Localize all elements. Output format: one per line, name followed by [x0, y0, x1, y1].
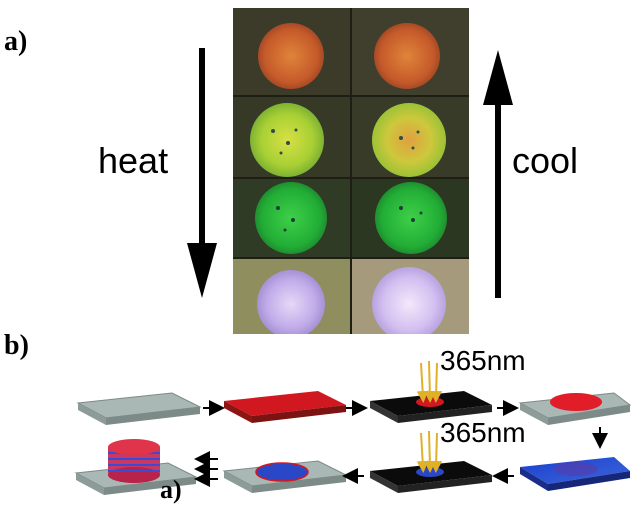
cool-label: cool [512, 140, 579, 181]
uv-light-arrows-top [416, 360, 443, 403]
substrate-red-pattern [518, 392, 632, 425]
stacked-discs [74, 439, 198, 495]
substrate-blue-film [520, 457, 630, 491]
yellow-green-spot-left [250, 103, 324, 177]
panel-a-label: a) [4, 26, 28, 57]
orange-spot-right [374, 23, 440, 89]
heat-label: heat [98, 140, 169, 181]
substrate-red-film [224, 391, 346, 423]
overlap-a-label: a) [160, 475, 182, 504]
substrate-black-film-exposed-2 [370, 461, 492, 493]
violet-spot-left [257, 270, 325, 334]
green-spot-right [375, 182, 447, 254]
cool-arrow-icon [483, 50, 513, 298]
yellow-green-spot-right [372, 103, 446, 177]
substrate-bare [76, 392, 202, 425]
substrate-blue-pattern [222, 460, 348, 493]
wavelength-label-bottom: 365nm [440, 417, 526, 448]
violet-spot-right [372, 267, 446, 334]
sample-photo-grid [233, 8, 469, 334]
uv-light-arrows-bottom [416, 430, 443, 473]
panel-b-label: b) [4, 330, 29, 361]
orange-spot-left [258, 23, 324, 89]
process-schematic [74, 360, 632, 495]
green-spot-left [255, 182, 327, 254]
triple-arrows-left [194, 451, 218, 487]
wavelength-label-top: 365nm [440, 345, 526, 376]
heat-arrow-icon [187, 48, 217, 298]
